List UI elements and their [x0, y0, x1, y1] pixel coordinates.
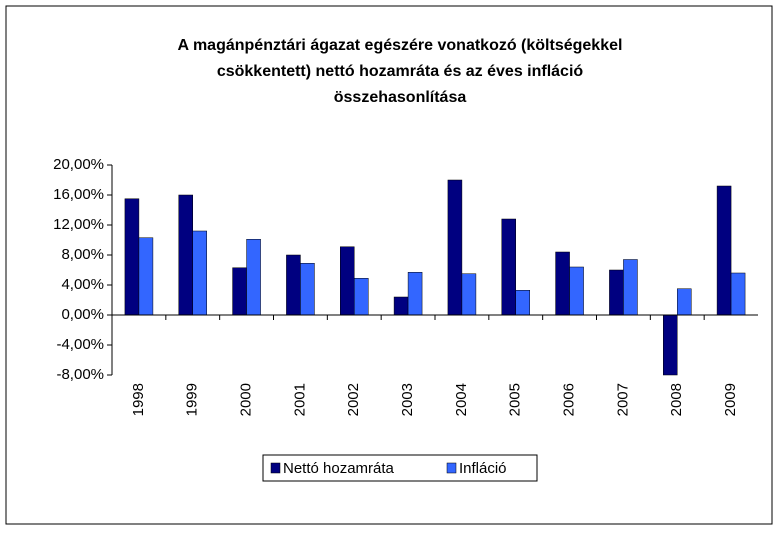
bar — [447, 179, 463, 316]
bar — [286, 254, 301, 316]
bar — [407, 272, 423, 316]
x-tick-label: 2007 — [614, 383, 631, 416]
bar — [555, 251, 570, 316]
legend-swatch — [446, 462, 457, 474]
bar — [609, 269, 624, 316]
chart-title: összehasonlítása — [334, 89, 467, 106]
bar — [300, 263, 315, 316]
bar — [393, 296, 409, 316]
bar — [623, 259, 638, 316]
x-tick-label: 2003 — [399, 383, 416, 416]
bar — [138, 237, 154, 316]
bar — [663, 314, 678, 376]
bar — [124, 198, 140, 316]
x-tick-label: 2006 — [561, 383, 578, 416]
bar — [461, 273, 477, 316]
bar — [232, 267, 247, 316]
x-tick-label: 2005 — [507, 383, 524, 416]
y-tick-label: 0,00% — [61, 306, 104, 323]
chart-title: A magánpénztári ágazat egészére vonatkoz… — [178, 37, 623, 54]
y-tick-label: 20,00% — [53, 156, 104, 173]
legend-swatch — [270, 462, 281, 474]
legend-label: Infláció — [459, 460, 507, 477]
bar — [354, 278, 369, 316]
y-tick-label: -8,00% — [56, 366, 104, 383]
bar — [515, 290, 530, 316]
y-tick-label: 16,00% — [53, 186, 104, 203]
bar — [192, 230, 207, 316]
y-tick-label: 8,00% — [61, 246, 104, 263]
bar — [501, 218, 516, 316]
chart-title: csökkentett) nettó hozamráta és az éves … — [217, 63, 584, 80]
bar — [569, 266, 584, 316]
bar — [246, 239, 261, 316]
x-tick-label: 2004 — [453, 383, 470, 416]
bar — [677, 288, 692, 316]
y-tick-label: -4,00% — [56, 336, 104, 353]
bar — [730, 272, 746, 316]
x-tick-label: 2001 — [291, 383, 308, 416]
x-tick-label: 1999 — [184, 383, 201, 416]
bar — [716, 185, 732, 316]
y-tick-label: 12,00% — [53, 216, 104, 233]
bar — [178, 194, 193, 316]
x-tick-label: 1998 — [130, 383, 147, 416]
legend-box — [262, 454, 538, 482]
x-tick-label: 2009 — [722, 383, 739, 416]
x-tick-label: 2000 — [238, 383, 255, 416]
chart-border — [5, 5, 773, 525]
legend-label: Nettó hozamráta — [283, 460, 395, 477]
x-tick-label: 2002 — [345, 383, 362, 416]
x-tick-label: 2008 — [668, 383, 685, 416]
bar — [340, 246, 355, 316]
y-tick-label: 4,00% — [61, 276, 104, 293]
